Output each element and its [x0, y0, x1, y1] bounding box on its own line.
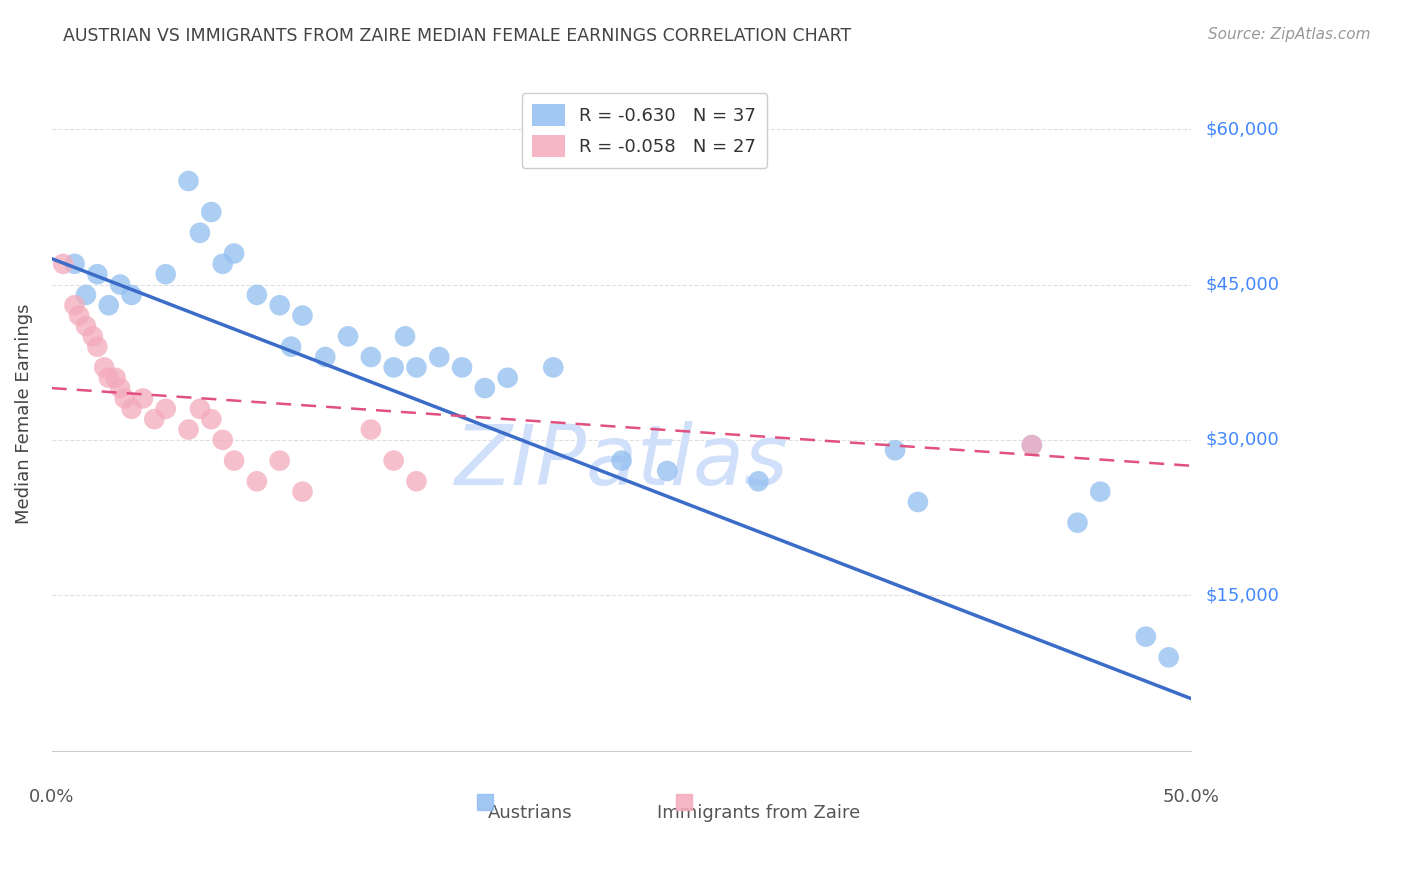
Point: [108, 381, 131, 395]
Text: ZIPatlas: ZIPatlas: [454, 421, 789, 501]
Text: $30,000: $30,000: [1205, 431, 1279, 449]
Point: [97, 370, 120, 384]
Text: Source: ZipAtlas.com: Source: ZipAtlas.com: [1208, 27, 1371, 42]
Point: [394, 329, 416, 343]
Point: [907, 495, 929, 509]
Point: [496, 370, 519, 384]
Point: [474, 381, 496, 395]
Point: [657, 464, 679, 478]
Point: [246, 288, 269, 302]
Point: [121, 401, 143, 416]
Point: [75, 288, 97, 302]
Point: [337, 329, 360, 343]
Point: [63, 298, 86, 312]
Point: [200, 205, 222, 219]
Point: [610, 453, 633, 467]
Point: [155, 401, 177, 416]
Point: [427, 350, 450, 364]
Point: [93, 360, 115, 375]
Point: [269, 453, 291, 467]
Text: $45,000: $45,000: [1205, 276, 1279, 293]
Point: [200, 412, 222, 426]
Point: [177, 423, 200, 437]
Point: [155, 267, 177, 281]
Point: [1157, 650, 1180, 665]
Point: [314, 350, 336, 364]
Point: [177, 174, 200, 188]
Y-axis label: Median Female Earnings: Median Female Earnings: [15, 304, 32, 524]
Text: Immigrants from Zaire: Immigrants from Zaire: [657, 805, 860, 822]
Text: AUSTRIAN VS IMMIGRANTS FROM ZAIRE MEDIAN FEMALE EARNINGS CORRELATION CHART: AUSTRIAN VS IMMIGRANTS FROM ZAIRE MEDIAN…: [63, 27, 852, 45]
Point: [1021, 438, 1043, 452]
Text: 0.0%: 0.0%: [30, 788, 75, 805]
Point: [1135, 630, 1157, 644]
Point: [1021, 438, 1043, 452]
Point: [382, 453, 405, 467]
Point: [224, 453, 246, 467]
Text: $15,000: $15,000: [1205, 586, 1279, 604]
Point: [291, 309, 314, 323]
Point: [291, 484, 314, 499]
Point: [188, 401, 211, 416]
Text: $60,000: $60,000: [1205, 120, 1278, 138]
Text: 50.0%: 50.0%: [1163, 788, 1220, 805]
Point: [907, 743, 929, 757]
Point: [132, 392, 155, 406]
Point: [108, 277, 131, 292]
Point: [114, 392, 136, 406]
Point: [360, 350, 382, 364]
Point: [269, 298, 291, 312]
Point: [246, 475, 269, 489]
Legend: R = -0.630   N = 37, R = -0.058   N = 27: R = -0.630 N = 37, R = -0.058 N = 27: [522, 93, 768, 168]
Point: [97, 298, 120, 312]
Point: [75, 318, 97, 333]
Point: [143, 412, 166, 426]
Point: [451, 360, 474, 375]
Point: [405, 475, 427, 489]
Point: [86, 267, 108, 281]
Point: [82, 329, 104, 343]
Point: [67, 309, 90, 323]
Point: [224, 246, 246, 260]
Point: [280, 340, 302, 354]
Point: [63, 257, 86, 271]
Text: Austrians: Austrians: [488, 805, 572, 822]
Point: [405, 360, 427, 375]
Point: [360, 423, 382, 437]
Point: [1306, 743, 1329, 757]
Point: [104, 370, 127, 384]
Point: [52, 257, 75, 271]
Point: [382, 360, 405, 375]
Point: [1066, 516, 1088, 530]
Point: [747, 475, 769, 489]
Point: [211, 433, 233, 447]
Point: [86, 340, 108, 354]
Point: [121, 288, 143, 302]
Point: [884, 443, 907, 458]
Point: [188, 226, 211, 240]
Point: [211, 257, 233, 271]
Point: [541, 360, 564, 375]
Point: [1090, 484, 1112, 499]
